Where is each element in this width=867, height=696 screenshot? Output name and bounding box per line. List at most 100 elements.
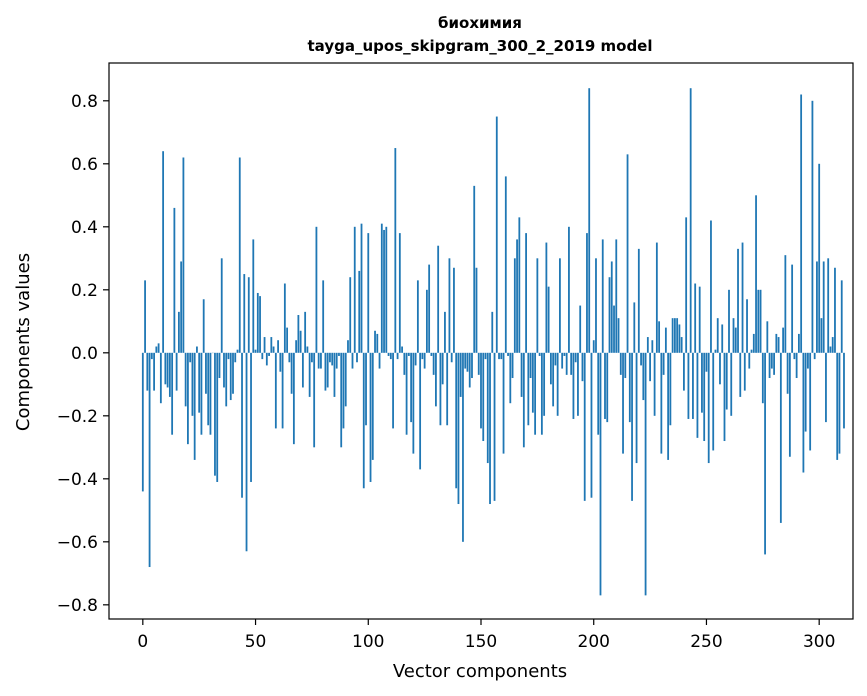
bar-243 (689, 88, 692, 353)
bar-34 (218, 352, 221, 379)
bar-90 (344, 352, 347, 407)
bar-183 (554, 352, 557, 366)
bar-166 (516, 239, 518, 353)
bar-0 (141, 352, 144, 492)
bar-203 (599, 352, 602, 596)
bar-51 (256, 292, 259, 353)
bar-83 (329, 352, 331, 363)
bar-84 (331, 352, 334, 366)
bar-49 (252, 239, 255, 353)
bar-105 (378, 352, 381, 369)
bar-126 (425, 289, 428, 353)
chart-subtitle: tayga_upos_skipgram_300_2_2019 model (308, 37, 653, 55)
bar-181 (549, 352, 552, 385)
bar-211 (617, 318, 620, 353)
bar-238 (678, 324, 681, 353)
bar-295 (807, 352, 809, 369)
bar-255 (716, 318, 719, 353)
bar-6 (155, 346, 158, 353)
bar-27 (202, 299, 205, 353)
bar-251 (707, 352, 710, 464)
bar-35 (220, 258, 223, 353)
bar-60 (277, 340, 279, 353)
bar-72 (304, 311, 307, 353)
bar-287 (788, 352, 791, 457)
bar-155 (491, 311, 494, 353)
bar-218 (633, 302, 636, 353)
x-axis-ticks: 0 50 100 150 200 250 300 (137, 619, 835, 652)
bar-140 (457, 352, 460, 505)
bar-167 (518, 217, 521, 353)
bar-114 (398, 233, 401, 353)
bar-234 (669, 352, 672, 426)
bar-263 (734, 327, 737, 353)
bar-173 (531, 352, 534, 413)
bar-252 (710, 220, 712, 353)
bar-71 (301, 352, 304, 388)
bar-23 (193, 352, 196, 460)
bar-188 (565, 352, 568, 375)
bar-228 (655, 242, 658, 353)
bar-268 (746, 299, 748, 353)
bar-266 (741, 242, 744, 353)
x-tick-label: 0 (137, 632, 148, 652)
bar-270 (750, 349, 753, 353)
bar-148 (475, 267, 478, 353)
bar-242 (687, 352, 690, 419)
bar-237 (676, 318, 679, 353)
bar-308 (836, 352, 839, 460)
bar-131 (437, 245, 440, 353)
bar-260 (728, 289, 730, 353)
bar-117 (405, 352, 408, 435)
bar-303 (825, 352, 827, 423)
bar-186 (561, 352, 564, 369)
bar-107 (383, 229, 385, 353)
bar-198 (588, 88, 591, 353)
bar-87 (338, 352, 340, 356)
bar-57 (270, 337, 273, 353)
bar-95 (356, 352, 358, 363)
bar-82 (326, 352, 329, 388)
bar-42 (236, 349, 239, 353)
bar-73 (306, 346, 309, 353)
x-tick-label: 150 (465, 632, 497, 652)
bar-75 (311, 352, 313, 363)
bar-41 (234, 352, 237, 363)
bar-245 (694, 283, 697, 353)
bar-165 (513, 258, 516, 353)
bar-182 (552, 352, 555, 407)
bar-97 (360, 223, 363, 353)
bar-257 (721, 324, 724, 353)
bar-50 (254, 349, 257, 353)
bar-2 (146, 352, 149, 391)
bar-220 (637, 248, 640, 353)
bar-172 (529, 352, 532, 379)
bar-177 (540, 352, 543, 435)
bar-224 (646, 337, 649, 353)
bar-156 (493, 352, 496, 501)
bar-78 (317, 352, 320, 369)
bar-269 (748, 352, 751, 369)
bar-200 (592, 340, 595, 353)
bar-216 (628, 352, 631, 423)
bar-193 (577, 352, 579, 416)
bar-128 (430, 352, 433, 356)
bar-134 (444, 311, 446, 353)
y-tick-label: 0.6 (71, 155, 98, 175)
bar-292 (800, 94, 803, 353)
bar-109 (387, 352, 390, 356)
bar-309 (838, 352, 841, 454)
bar-101 (369, 352, 372, 482)
bar-102 (371, 352, 374, 460)
bar-135 (446, 352, 449, 426)
bar-132 (439, 352, 442, 426)
bar-179 (545, 242, 548, 353)
bar-280 (773, 352, 775, 375)
bar-89 (342, 352, 345, 429)
bar-223 (644, 352, 647, 596)
bar-217 (631, 352, 633, 501)
bar-129 (432, 352, 435, 375)
bar-275 (761, 352, 764, 404)
bar-121 (414, 352, 417, 366)
bar-244 (692, 352, 694, 419)
